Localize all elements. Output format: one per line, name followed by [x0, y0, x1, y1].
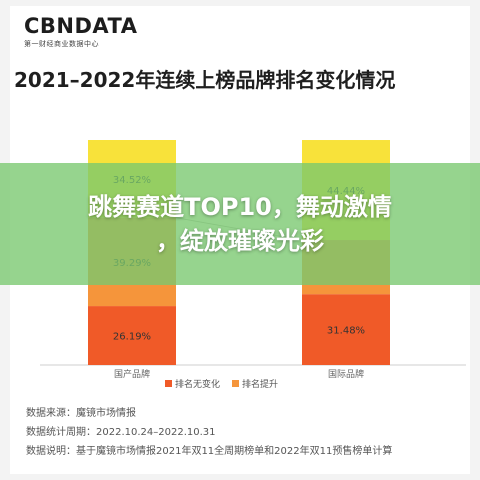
legend-label-2: 排名提升 — [242, 378, 278, 390]
note-source: 数据来源：魔镜市场情报 — [26, 408, 136, 419]
source-notes: 数据来源：魔镜市场情报 数据统计周期：2022.10.24–2022.10.31… — [26, 404, 392, 461]
brand-tagline: 第一财经商业数据中心 — [24, 40, 99, 48]
category-label-2: 国际品牌 — [328, 368, 364, 380]
category-label-1: 国产品牌 — [114, 368, 150, 380]
brand-name: CBNDATA — [24, 14, 138, 38]
chart-title: 2021–2022年连续上榜品牌排名变化情况 — [14, 68, 396, 92]
data-label-1-1: 26.19% — [113, 332, 151, 343]
note-description: 数据说明：基于魔镜市场情报2021年双11全周期榜单和2022年双11预售榜单计… — [26, 446, 393, 457]
overlay-headline-line2: ，绽放璀璨光彩 — [156, 227, 324, 255]
bar-segment-1-1 — [88, 306, 176, 365]
data-label-2-1: 31.48% — [327, 326, 365, 337]
legend-label-1: 排名无变化 — [175, 378, 220, 390]
legend-swatch-1 — [165, 380, 172, 387]
overlay-headline-line1: 跳舞赛道TOP10，舞动激情 — [88, 193, 392, 221]
legend-swatch-2 — [232, 380, 239, 387]
bar-segment-2-1 — [302, 294, 390, 365]
title-overlay-banner: 跳舞赛道TOP10，舞动激情 ，绽放璀璨光彩 — [0, 163, 480, 285]
note-period: 数据统计周期：2022.10.24–2022.10.31 — [26, 427, 216, 438]
brand-logo: CBNDATA 第一财经商业数据中心 — [24, 14, 138, 49]
